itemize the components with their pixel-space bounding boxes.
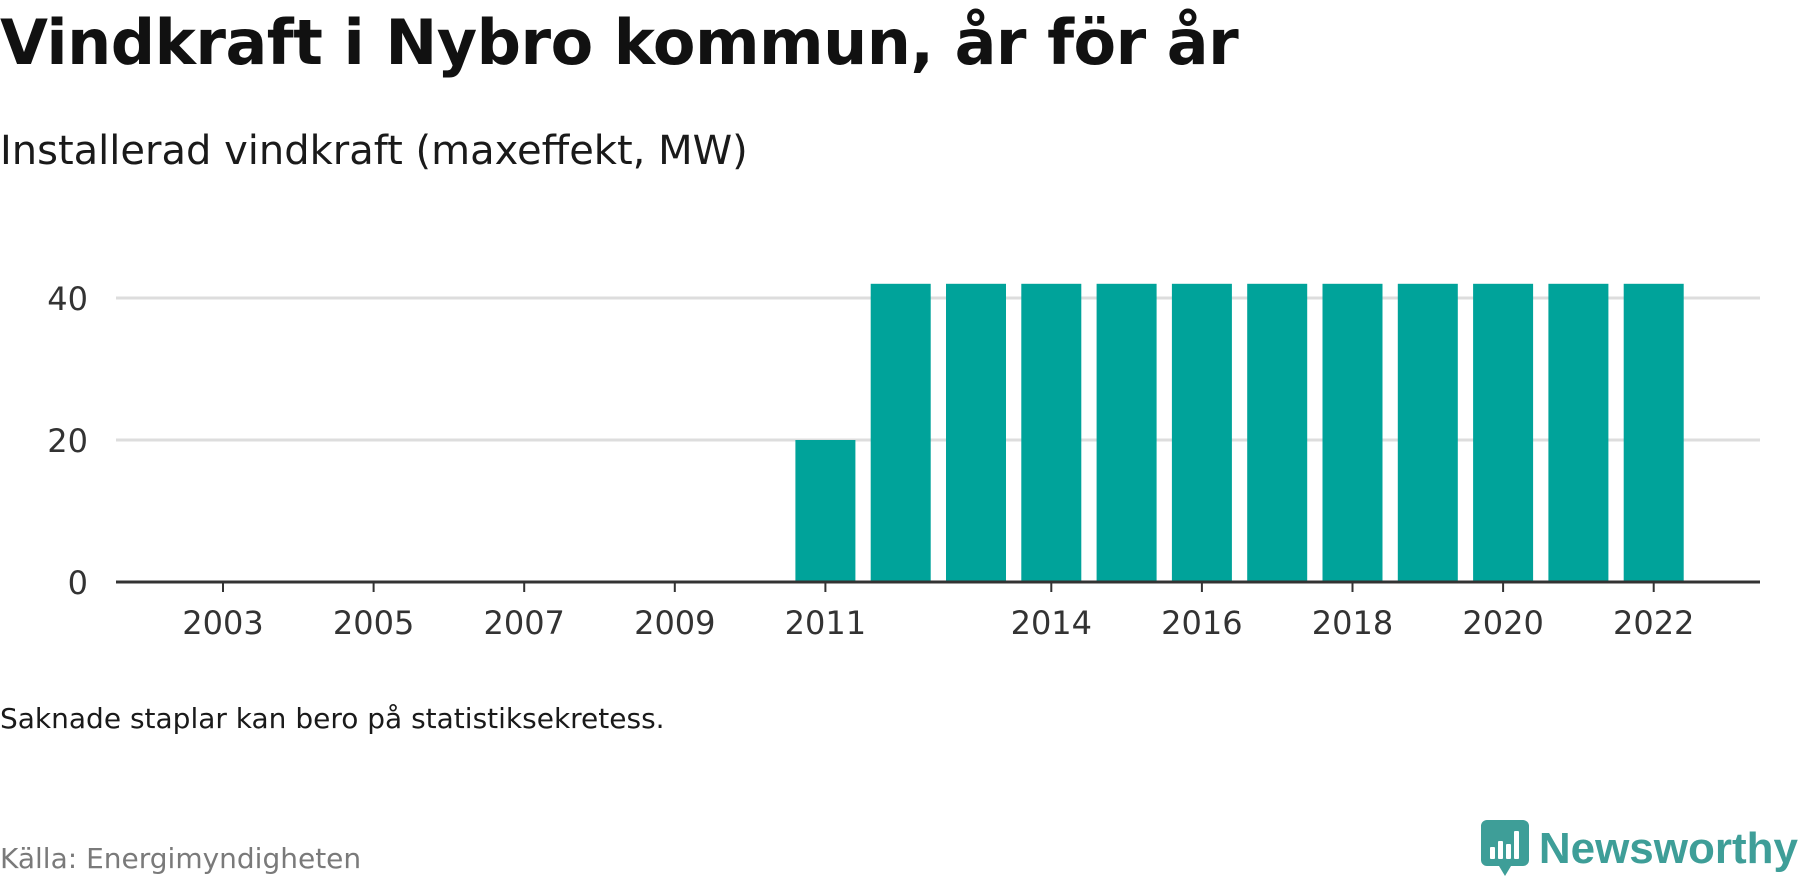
x-tick-label: 2005 <box>333 604 414 642</box>
bar <box>1247 283 1308 582</box>
bar <box>1473 283 1534 582</box>
y-tick-label: 40 <box>47 280 88 318</box>
bar <box>1096 283 1157 582</box>
axes <box>116 580 1760 592</box>
bar <box>1322 283 1383 582</box>
x-tick-label: 2009 <box>634 604 715 642</box>
brand-logo: Newsworthy <box>1480 820 1798 878</box>
bar <box>1623 283 1684 582</box>
bars <box>795 283 1684 582</box>
y-tick-labels: 0 20 40 <box>47 280 88 602</box>
source-credit: Källa: Energimyndigheten <box>0 842 362 875</box>
footnote: Saknade staplar kan bero på statistiksek… <box>0 702 665 735</box>
bar <box>870 283 931 582</box>
chart-subtitle: Installerad vindkraft (maxeffekt, MW) <box>0 128 748 174</box>
bar <box>1021 283 1082 582</box>
y-tick-label: 0 <box>68 564 88 602</box>
x-tick-label: 2014 <box>1011 604 1092 642</box>
bar <box>1171 283 1232 582</box>
x-tick-label: 2011 <box>785 604 866 642</box>
chart-title: Vindkraft i Nybro kommun, år för år <box>0 6 1239 79</box>
x-tick-label: 2018 <box>1312 604 1393 642</box>
bar <box>1548 283 1609 582</box>
x-tick-labels: 2003 2005 2007 2009 2011 2014 2016 2018 2020 2022 <box>182 604 1694 642</box>
brand-name: Newsworthy <box>1538 824 1798 873</box>
x-tick-label: 2020 <box>1462 604 1543 642</box>
newsworthy-logo-icon <box>1480 820 1529 876</box>
x-tick-label: 2003 <box>182 604 263 642</box>
bar <box>1397 283 1458 582</box>
x-tick-label: 2007 <box>483 604 564 642</box>
bar <box>946 283 1006 582</box>
bar <box>795 440 856 582</box>
y-tick-label: 20 <box>47 422 88 460</box>
x-tick-label: 2016 <box>1161 604 1242 642</box>
x-tick-label: 2022 <box>1613 604 1694 642</box>
